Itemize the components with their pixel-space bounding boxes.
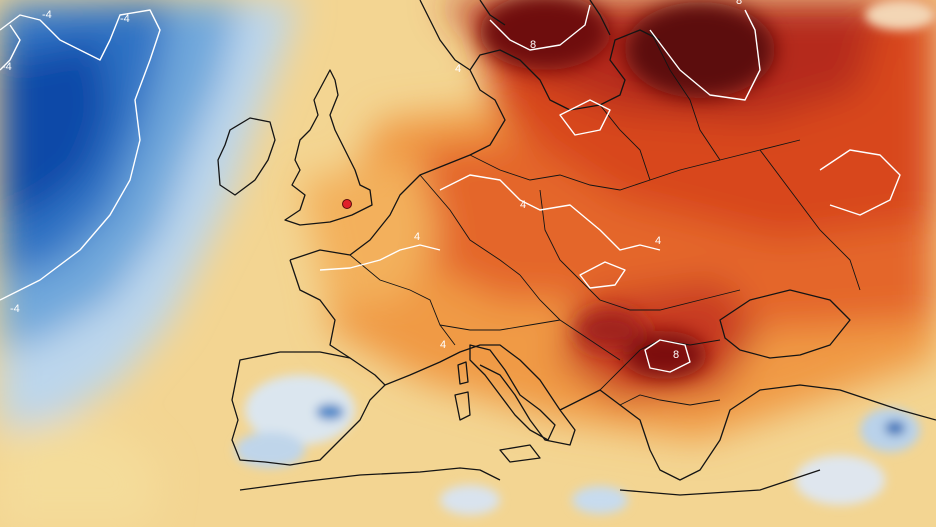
contour-minus4-atlantic xyxy=(0,9,161,301)
contour-4-central xyxy=(439,174,661,251)
location-marker[interactable] xyxy=(342,199,352,209)
contour-label: -4 xyxy=(120,13,130,25)
country-borders xyxy=(349,29,861,406)
contour-lines xyxy=(0,4,901,373)
contour-minus4-west xyxy=(0,24,21,71)
heat-core-field xyxy=(480,0,775,379)
sicily-outline xyxy=(499,444,541,463)
scandinavia-outline xyxy=(419,0,611,71)
contour-4-hungary xyxy=(579,261,626,289)
contour-label: -4 xyxy=(2,61,12,73)
contour-8-northeast xyxy=(649,9,761,101)
warm-anomaly-field xyxy=(300,0,936,440)
contour-4-west xyxy=(319,244,441,271)
contour-label: 4 xyxy=(414,231,420,243)
contour-4-east xyxy=(819,149,901,216)
contour-label: 4 xyxy=(520,199,526,211)
sardinia-outline xyxy=(454,391,471,421)
contour-4-baltic xyxy=(559,99,611,136)
iberia-outline xyxy=(231,351,386,466)
contour-label: 8 xyxy=(673,349,679,361)
contour-label: 8 xyxy=(736,0,742,7)
great-britain-outline xyxy=(284,69,373,226)
ireland-outline xyxy=(217,117,276,196)
contour-8-balkans xyxy=(644,339,691,373)
coastlines xyxy=(217,0,936,496)
contour-label: 4 xyxy=(655,235,661,247)
italy-outline xyxy=(469,344,556,441)
contour-8-north xyxy=(489,4,591,51)
contour-label: -4 xyxy=(10,303,20,315)
contour-labels: -4 -4 -4 4 8 8 8 4 4 4 4 -4 xyxy=(2,0,742,361)
contour-label: 8 xyxy=(530,39,536,51)
contour-label: -4 xyxy=(42,9,52,21)
cool-patches-field xyxy=(235,0,935,515)
corsica-outline xyxy=(457,361,469,385)
cold-anomaly-field xyxy=(0,0,300,527)
contour-label: 4 xyxy=(440,339,446,351)
north-africa-outline xyxy=(239,467,821,496)
black-sea-outline xyxy=(719,289,851,359)
contour-label: 4 xyxy=(455,63,461,75)
